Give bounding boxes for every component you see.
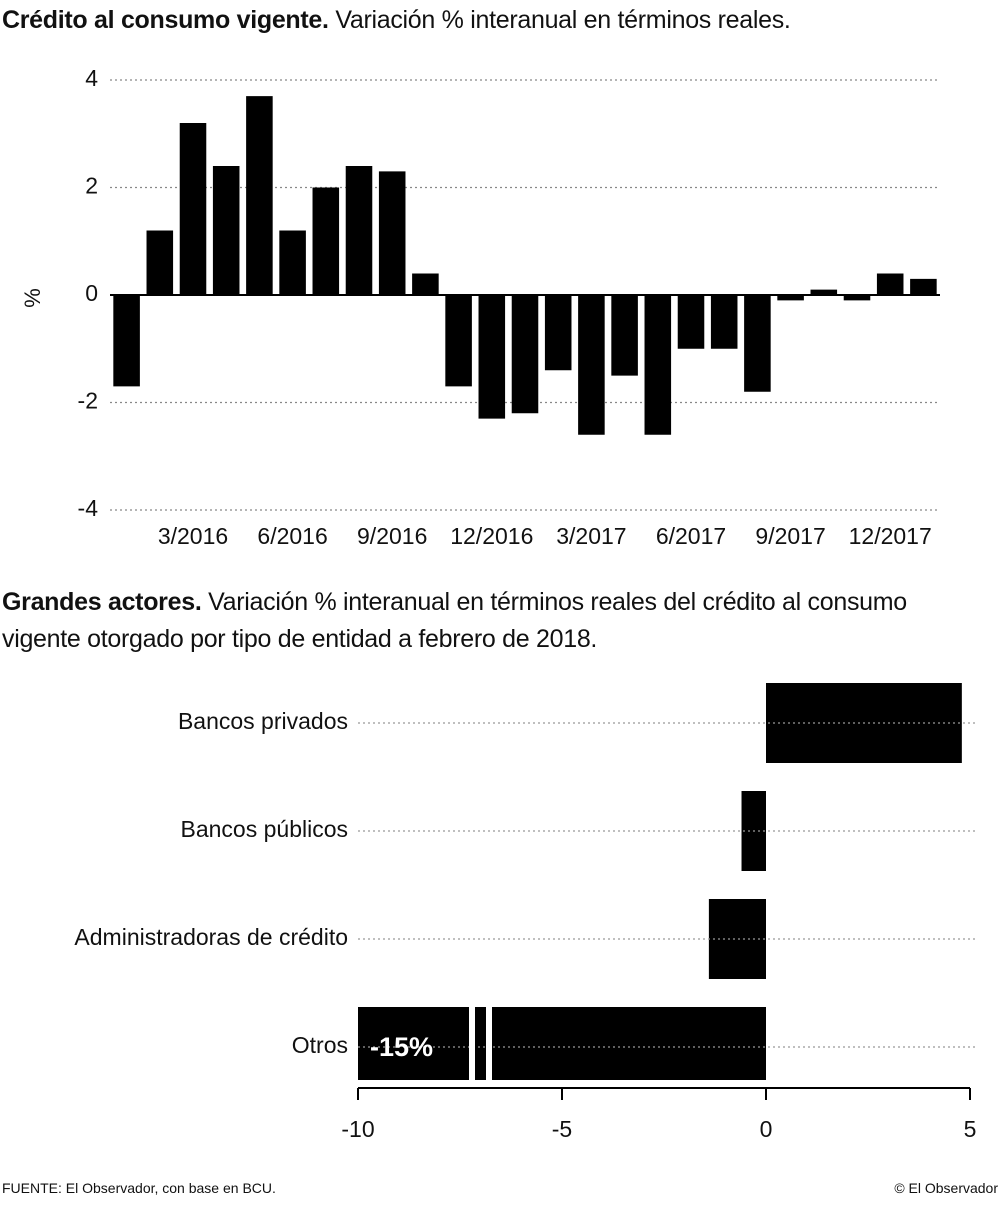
bar [677, 295, 705, 349]
x-tick-label: 12/2016 [450, 523, 533, 549]
bar [544, 295, 572, 371]
chart-subtitle: Variación % interanual en términos reale… [2, 588, 907, 653]
bar [279, 230, 306, 295]
y-tick-label: Otros [292, 1032, 348, 1058]
bar [378, 171, 406, 295]
axis-break [469, 1005, 475, 1089]
bar [179, 123, 207, 295]
y-tick-label: -2 [78, 388, 98, 414]
bar [744, 295, 771, 392]
x-tick-label: -10 [341, 1116, 374, 1142]
x-tick-label: 3/2016 [158, 523, 228, 549]
y-tick-label: Bancos públicos [181, 816, 349, 842]
bar [113, 295, 140, 387]
bar [212, 166, 240, 295]
x-tick-label: 6/2016 [257, 523, 327, 549]
y-tick-label: 2 [85, 173, 98, 199]
y-tick-label: -4 [78, 495, 99, 521]
bar [412, 273, 439, 295]
bar [777, 295, 804, 301]
bar [910, 278, 937, 295]
bar [478, 295, 506, 419]
bar [345, 166, 373, 295]
bar [843, 295, 871, 301]
source: FUENTE: El Observador, con base en BCU. [2, 1180, 276, 1196]
bar [312, 187, 340, 295]
x-tick-label: 6/2017 [656, 523, 726, 549]
bar [146, 230, 174, 295]
bar [611, 295, 638, 376]
chart-heading: Grandes actores. Variación % interanual … [2, 584, 982, 658]
bars [358, 683, 962, 1080]
value-label: -15% [370, 1032, 433, 1062]
bar [358, 1007, 766, 1080]
chart-heading: Crédito al consumo vigente. Variación % … [2, 2, 791, 39]
bar [445, 295, 472, 387]
x-tick-label: 9/2017 [755, 523, 825, 549]
x-tick-label: 0 [760, 1116, 773, 1142]
y-axis-label: % [20, 288, 45, 308]
credit: © El Observador [894, 1180, 998, 1196]
bar [810, 289, 838, 295]
bar [578, 295, 605, 435]
x-tick-label: 9/2016 [357, 523, 427, 549]
bar [708, 899, 766, 979]
x-tick-label: -5 [552, 1116, 572, 1142]
x-tick-label: 12/2017 [849, 523, 932, 549]
bar [511, 295, 539, 414]
bar [246, 96, 273, 295]
x-tick-label: 3/2017 [556, 523, 626, 549]
x-tick-label: 5 [964, 1116, 977, 1142]
y-tick-label: 0 [85, 280, 98, 306]
chart-title: Grandes actores. [2, 588, 202, 616]
chart-subtitle: Variación % interanual en términos reale… [335, 6, 791, 34]
y-tick-label: 4 [85, 65, 98, 91]
bar [644, 295, 672, 435]
y-tick-label: Bancos privados [178, 708, 348, 734]
bar [876, 273, 904, 295]
axis-break [486, 1005, 492, 1089]
bar [710, 295, 738, 349]
y-tick-label: Administradoras de crédito [74, 924, 348, 950]
chart-title: Crédito al consumo vigente. [2, 6, 329, 34]
